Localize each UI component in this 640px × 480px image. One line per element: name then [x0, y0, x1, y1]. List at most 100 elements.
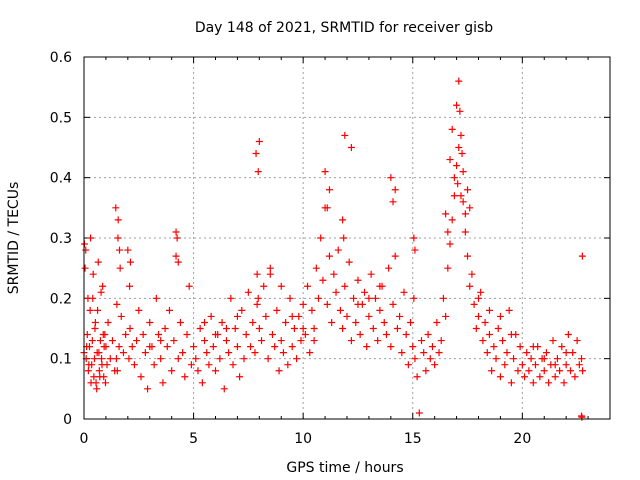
data-point: [454, 180, 462, 188]
data-point: [475, 312, 482, 320]
data-point: [339, 216, 347, 224]
data-point: [84, 294, 92, 302]
data-point: [418, 337, 426, 345]
data-point: [128, 343, 136, 351]
data-point: [106, 355, 114, 363]
data-point: [507, 379, 515, 387]
data-point: [231, 325, 239, 332]
data-point: [216, 355, 224, 363]
data-point: [485, 306, 493, 314]
data-point: [91, 325, 99, 332]
data-point: [94, 258, 102, 266]
data-point: [299, 300, 307, 308]
data-point: [549, 337, 557, 345]
data-point: [86, 306, 94, 314]
data-point: [523, 349, 531, 357]
data-point: [212, 367, 219, 375]
data-point: [218, 318, 226, 326]
data-point: [455, 77, 463, 85]
data-point: [459, 168, 467, 176]
data-point: [279, 349, 287, 357]
data-point: [81, 264, 89, 272]
data-point: [350, 294, 358, 302]
data-point: [503, 349, 511, 357]
data-point: [499, 337, 507, 345]
data-point: [457, 192, 465, 200]
data-point: [464, 252, 472, 260]
data-point: [325, 186, 333, 194]
data-point: [396, 312, 404, 320]
data-point: [133, 337, 141, 345]
data-point: [90, 373, 98, 381]
data-point: [91, 318, 99, 326]
data-point: [98, 355, 106, 363]
data-point: [573, 337, 581, 345]
data-point: [284, 361, 292, 369]
data-point: [340, 234, 348, 242]
data-point: [551, 373, 559, 381]
data-point: [266, 264, 274, 272]
data-point: [459, 198, 467, 206]
data-point: [176, 318, 184, 326]
data-point: [354, 276, 362, 284]
data-point: [85, 361, 93, 369]
data-point: [492, 355, 500, 363]
data-point: [266, 270, 274, 278]
data-point: [203, 349, 211, 357]
data-point: [444, 264, 452, 272]
data-point: [553, 355, 561, 363]
data-point: [112, 355, 120, 363]
data-point: [249, 318, 257, 326]
data-point: [288, 312, 296, 320]
data-point: [308, 306, 316, 314]
data-point: [527, 355, 535, 363]
data-point: [254, 294, 262, 302]
data-point: [424, 331, 432, 339]
data-point: [310, 337, 318, 345]
data-point: [365, 294, 373, 302]
data-point: [339, 325, 347, 332]
data-point: [255, 137, 263, 145]
data-point: [325, 252, 333, 260]
data-point: [253, 270, 261, 278]
data-point: [288, 343, 296, 351]
x-axis-label: GPS time / hours: [286, 460, 403, 476]
data-point: [104, 318, 112, 326]
data-point: [251, 349, 259, 357]
x-tick-label: 10: [294, 431, 312, 447]
data-point: [295, 312, 303, 320]
data-point: [485, 331, 493, 339]
data-point: [376, 306, 384, 314]
data-point: [220, 385, 228, 393]
data-point: [410, 294, 418, 302]
data-point: [371, 294, 379, 302]
data-point: [95, 349, 103, 357]
data-point: [464, 186, 472, 194]
data-point: [575, 361, 583, 369]
data-point: [450, 174, 458, 182]
data-point: [282, 318, 290, 326]
data-point: [389, 198, 397, 206]
data-point: [99, 331, 107, 339]
data-point: [225, 349, 233, 357]
data-point: [481, 318, 489, 326]
data-point: [496, 312, 504, 320]
data-point: [157, 355, 165, 363]
data-point: [453, 162, 461, 170]
data-point: [201, 318, 209, 326]
data-point: [496, 373, 504, 381]
data-point: [137, 373, 145, 381]
data-point: [466, 204, 474, 212]
data-point: [319, 276, 327, 284]
data-point: [240, 355, 248, 363]
data-point: [435, 349, 443, 357]
data-point: [391, 252, 399, 260]
data-point: [578, 252, 586, 260]
data-point: [89, 270, 97, 278]
data-point: [341, 131, 349, 139]
data-point: [387, 174, 395, 182]
x-tick-label: 15: [404, 431, 422, 447]
data-point: [229, 361, 237, 369]
data-point: [367, 270, 375, 278]
data-point: [286, 294, 294, 302]
